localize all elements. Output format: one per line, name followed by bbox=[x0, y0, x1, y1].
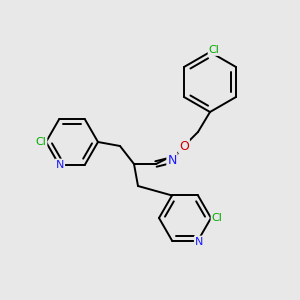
Text: N: N bbox=[167, 154, 177, 166]
Text: Cl: Cl bbox=[208, 45, 219, 55]
Text: Cl: Cl bbox=[36, 137, 46, 147]
Text: Cl: Cl bbox=[212, 213, 222, 223]
Text: O: O bbox=[179, 140, 189, 152]
Text: N: N bbox=[195, 236, 203, 247]
Text: N: N bbox=[56, 160, 64, 170]
